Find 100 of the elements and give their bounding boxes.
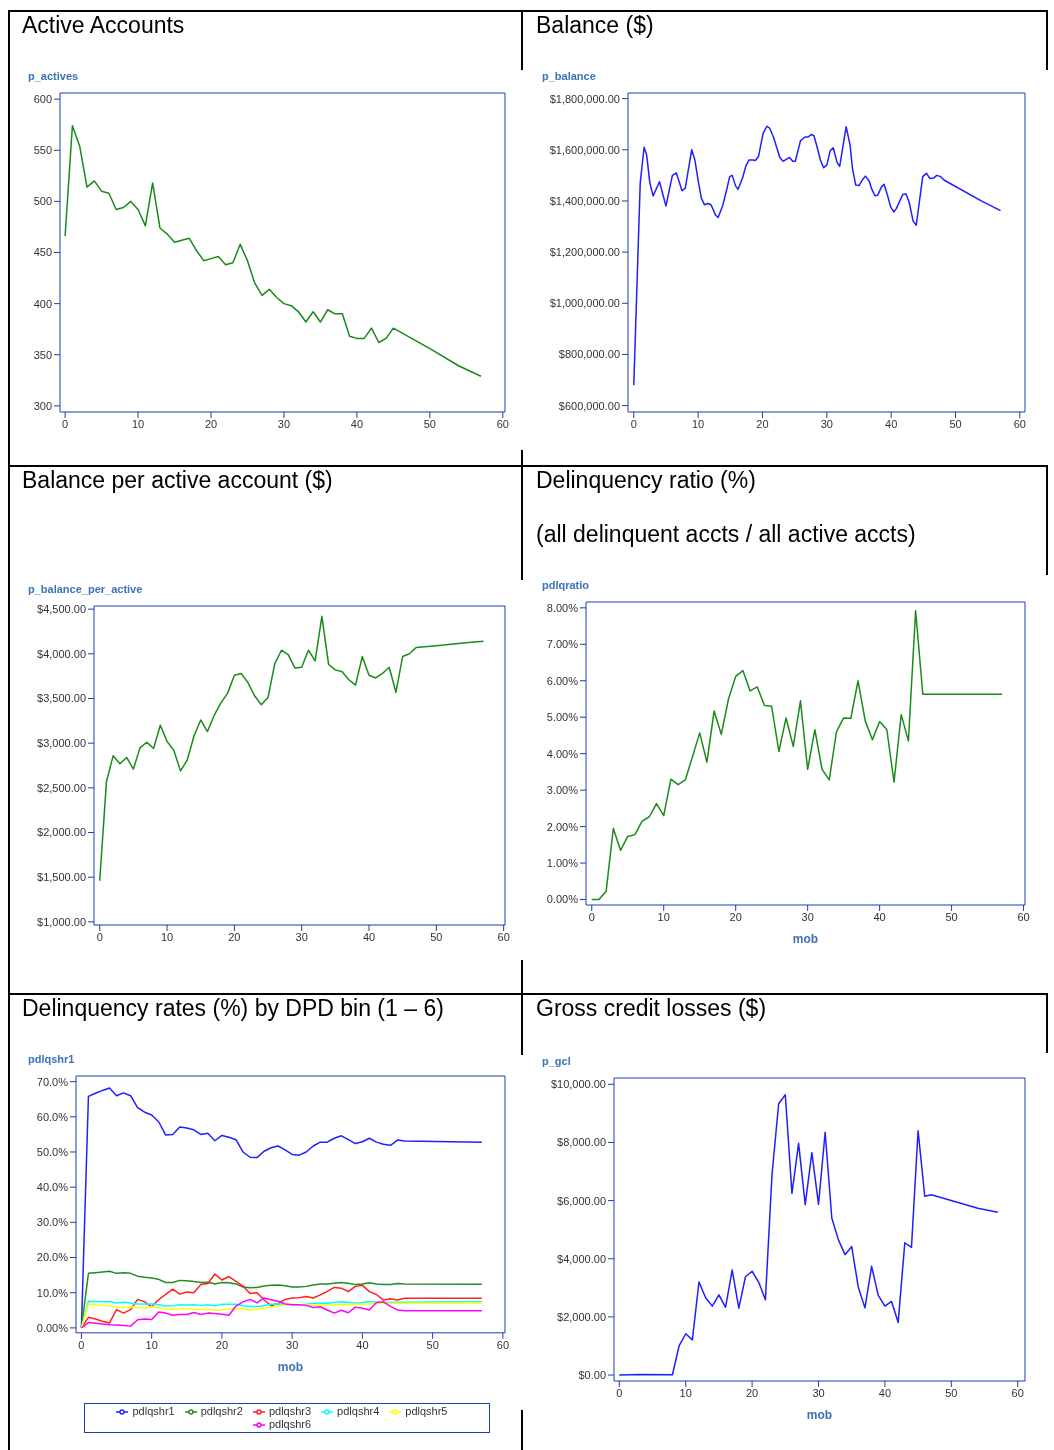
chart-subtitle: (all delinquent accts / all active accts) bbox=[536, 521, 916, 548]
x-tick-label: 40 bbox=[356, 1338, 369, 1351]
x-tick-label: 20 bbox=[204, 417, 218, 430]
y-tick-label: 2.00% bbox=[546, 820, 579, 833]
x-tick-label: 50 bbox=[945, 1386, 958, 1399]
x-tick-label: 10 bbox=[657, 910, 670, 923]
x-tick-label: 50 bbox=[430, 930, 443, 943]
y-tick-label: 6.00% bbox=[546, 674, 579, 687]
x-tick-label: 0 bbox=[630, 417, 637, 430]
x-tick-label: 20 bbox=[745, 1386, 759, 1399]
x-tick-label: 60 bbox=[1011, 1386, 1024, 1399]
x-tick-label: 40 bbox=[885, 417, 898, 430]
x-tick-label: 0 bbox=[78, 1338, 85, 1351]
y-tick-label: 4.00% bbox=[546, 747, 579, 760]
line-series bbox=[64, 124, 482, 377]
y-tick-label: 20.0% bbox=[36, 1251, 69, 1264]
x-tick-label: 60 bbox=[496, 417, 509, 430]
x-tick-label: 20 bbox=[756, 417, 769, 430]
y-tick-label: 0.00% bbox=[36, 1321, 69, 1334]
y-tick-label: 40.0% bbox=[36, 1181, 69, 1194]
y-tick-label: $4,000.00 bbox=[37, 647, 86, 660]
chart-title: Gross credit losses ($) bbox=[536, 995, 767, 1022]
y-tick-label: 400 bbox=[33, 297, 52, 310]
y-tick-label: $800,000.00 bbox=[558, 348, 620, 361]
x-tick-label: 40 bbox=[350, 417, 364, 430]
y-tick-label: 5.00% bbox=[546, 711, 579, 724]
legend-label: pdlqshr6 bbox=[268, 1417, 312, 1430]
y-axis-title: p_gcl bbox=[542, 1055, 571, 1067]
legend-label: pdlqshr3 bbox=[268, 1404, 312, 1417]
y-tick-label: 0.00% bbox=[546, 893, 579, 906]
y-tick-label: 600 bbox=[33, 93, 52, 106]
y-tick-label: 500 bbox=[33, 195, 52, 208]
x-tick-label: 60 bbox=[497, 930, 510, 943]
x-tick-label: 30 bbox=[812, 1386, 825, 1399]
x-tick-label: 60 bbox=[1013, 417, 1026, 430]
y-tick-label: $6,000.00 bbox=[557, 1194, 606, 1207]
y-axis-title: p_actives bbox=[28, 70, 79, 82]
y-tick-label: $2,500.00 bbox=[37, 781, 86, 794]
y-axis-title: pdlqratio bbox=[542, 579, 590, 591]
x-tick-label: 20 bbox=[729, 910, 742, 923]
y-tick-label: 50.0% bbox=[36, 1145, 69, 1158]
y-tick-label: 70.0% bbox=[36, 1075, 69, 1088]
x-tick-label: 20 bbox=[228, 930, 241, 943]
x-tick-label: 40 bbox=[878, 1386, 892, 1399]
x-tick-label: 30 bbox=[286, 1338, 299, 1351]
x-tick-label: 50 bbox=[949, 417, 962, 430]
x-tick-label: 30 bbox=[277, 417, 291, 430]
line-series bbox=[633, 125, 1002, 386]
y-tick-label: $3,500.00 bbox=[37, 692, 86, 705]
y-tick-label: $10,000.00 bbox=[550, 1078, 606, 1091]
y-axis-title: pdlqshr1 bbox=[28, 1053, 75, 1065]
y-tick-label: 60.0% bbox=[36, 1110, 69, 1123]
x-axis-title: mob bbox=[806, 1408, 833, 1422]
y-tick-label: 1.00% bbox=[546, 856, 579, 869]
x-tick-label: 60 bbox=[496, 1338, 510, 1351]
x-axis-title: mob bbox=[792, 932, 819, 946]
x-axis-title: mob bbox=[277, 1359, 304, 1374]
chart-title: Active Accounts bbox=[22, 12, 185, 39]
y-tick-label: $1,000,000.00 bbox=[549, 297, 620, 310]
line-series bbox=[618, 1094, 999, 1376]
x-tick-label: 10 bbox=[131, 417, 145, 430]
y-tick-label: $1,400,000.00 bbox=[549, 194, 620, 207]
y-tick-label: $600,000.00 bbox=[558, 399, 620, 412]
y-tick-label: $2,000.00 bbox=[557, 1310, 606, 1323]
chart-title: Balance ($) bbox=[536, 12, 654, 39]
y-tick-label: $1,800,000.00 bbox=[549, 92, 620, 105]
y-axis-title: p_balance bbox=[542, 70, 596, 82]
y-tick-label: $2,000.00 bbox=[37, 826, 86, 839]
x-tick-label: 30 bbox=[820, 417, 833, 430]
chart-title: Delinquency ratio (%) bbox=[536, 467, 756, 494]
legend-label: pdlqshr4 bbox=[337, 1404, 380, 1417]
line-series bbox=[98, 615, 485, 882]
line-series bbox=[591, 610, 1003, 901]
x-tick-label: 50 bbox=[426, 1338, 439, 1351]
x-tick-label: 20 bbox=[215, 1338, 229, 1351]
y-tick-label: 350 bbox=[33, 348, 52, 361]
x-tick-label: 0 bbox=[616, 1386, 623, 1399]
x-tick-label: 50 bbox=[945, 910, 958, 923]
x-tick-label: 60 bbox=[1017, 910, 1030, 923]
x-tick-label: 0 bbox=[96, 930, 103, 943]
y-tick-label: 10.0% bbox=[36, 1286, 69, 1299]
x-tick-label: 0 bbox=[62, 417, 69, 430]
legend-label: pdlqshr5 bbox=[405, 1404, 448, 1417]
y-tick-label: $1,600,000.00 bbox=[549, 143, 620, 156]
y-tick-label: 550 bbox=[33, 144, 52, 157]
x-tick-label: 50 bbox=[423, 417, 436, 430]
y-tick-label: $4,500.00 bbox=[37, 603, 86, 616]
y-tick-label: 7.00% bbox=[546, 638, 579, 651]
x-tick-label: 40 bbox=[362, 930, 376, 943]
y-tick-label: $1,000.00 bbox=[37, 915, 86, 928]
y-tick-label: 30.0% bbox=[36, 1216, 69, 1229]
y-tick-label: 3.00% bbox=[546, 784, 579, 797]
y-tick-label: $4,000.00 bbox=[557, 1252, 606, 1265]
y-tick-label: $8,000.00 bbox=[557, 1136, 606, 1149]
x-tick-label: 0 bbox=[588, 910, 595, 923]
x-tick-label: 10 bbox=[160, 930, 174, 943]
chart-title: Delinquency rates (%) by DPD bin (1 – 6) bbox=[22, 995, 444, 1022]
y-axis-title: p_balance_per_active bbox=[28, 583, 143, 595]
y-tick-label: $3,000.00 bbox=[37, 737, 86, 750]
legend-label: pdlqshr1 bbox=[132, 1404, 175, 1417]
